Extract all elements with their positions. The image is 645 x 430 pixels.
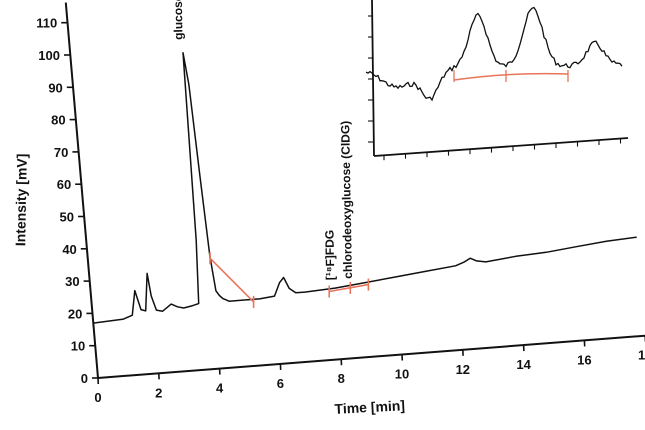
x-tick-label: 4	[216, 381, 224, 396]
peak-label-fdg: [¹⁸F]FDG	[322, 230, 337, 281]
integration-markers	[209, 252, 370, 308]
y-tick-label: 100	[38, 48, 60, 63]
x-tick-label: 14	[516, 357, 531, 372]
inset-integration-baseline	[453, 72, 569, 81]
x-tick-label: 10	[395, 367, 409, 382]
y-tick-label: 80	[51, 113, 65, 128]
x-tick-label: 16	[577, 352, 591, 367]
inset-zoom-panel	[365, 0, 629, 161]
y-tick-label: 0	[81, 371, 88, 386]
y-tick-label: 30	[65, 274, 79, 289]
axes	[64, 2, 645, 379]
peak-labels: glucose [¹⁸F]FDG chlorodeoxyglucose (ClDG)	[171, 0, 355, 280]
x-axis-title: Time [min]	[334, 397, 405, 417]
inset-trace	[365, 6, 623, 102]
x-tick-label: 6	[277, 376, 284, 391]
y-tick-label: 70	[54, 145, 68, 160]
y-tick-label: 40	[62, 242, 76, 257]
y-tick-label: 60	[57, 177, 71, 192]
x-tick-label: 0	[94, 390, 101, 405]
y-tick-label: 110	[36, 16, 57, 31]
trace	[93, 52, 637, 324]
y-tick-label: 50	[60, 210, 74, 225]
y-tick-label: 90	[48, 80, 62, 95]
peak-label-glucose: glucose	[171, 0, 186, 40]
x-tick-label: 8	[338, 371, 345, 386]
inset-y-axis	[371, 0, 375, 157]
y-tick-label: 10	[71, 339, 85, 354]
x-tick-label: 18	[638, 348, 645, 363]
y-axis-line	[64, 2, 99, 379]
ticks: 0 2 4 6 8 10 12 14 16 18 0 10 20 30 40 50 60 70 80 90 100 110	[36, 16, 645, 405]
y-tick-label: 20	[68, 306, 82, 321]
integration-baseline	[329, 283, 369, 293]
y-axis-title: Intensity [mV]	[12, 153, 30, 246]
integration-baseline	[209, 257, 255, 303]
x-axis-line	[97, 334, 645, 379]
inset-x-axis	[373, 137, 629, 157]
x-tick-label: 2	[155, 385, 162, 400]
peak-label-cldg: chlorodeoxyglucose (ClDG)	[338, 121, 355, 279]
chromatogram-trace	[93, 52, 637, 324]
x-tick-label: 12	[456, 362, 470, 377]
